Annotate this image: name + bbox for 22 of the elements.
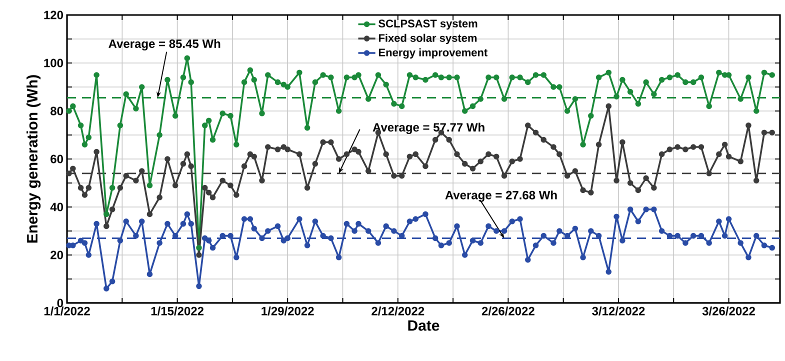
x-tick-label: 1/29/2022 <box>262 306 314 316</box>
y-tick-label: 60 <box>50 154 63 164</box>
x-tick-label: 3/12/2022 <box>592 306 645 316</box>
y-tick-label: 40 <box>50 202 63 212</box>
x-tick-label: 3/26/2022 <box>702 306 755 316</box>
x-tick-label: 2/12/2022 <box>372 306 424 316</box>
x-tick-label: 1/1/2022 <box>44 306 90 316</box>
y-tick-label: 100 <box>44 58 63 68</box>
legend-label: Fixed solar system <box>378 34 477 44</box>
x-axis-title: Date <box>408 320 440 331</box>
x-tick-label: 2/26/2022 <box>482 306 534 316</box>
annotation: Average = 27.68 Wh <box>445 190 557 202</box>
x-tick-label: 1/15/2022 <box>151 306 204 316</box>
y-tick-label: 120 <box>44 10 63 20</box>
y-tick-label: 0 <box>57 298 63 308</box>
annotation: Average = 85.45 Wh <box>108 39 220 50</box>
legend-label: Energy improvement <box>378 48 488 59</box>
y-axis-title: Energy generation (Wh) <box>26 75 41 243</box>
y-tick-label: 80 <box>50 106 63 116</box>
legend-label: SCLPSAST system <box>378 20 478 30</box>
y-tick-label: 20 <box>50 250 63 260</box>
annotation: Average = 57.77 Wh <box>372 122 484 134</box>
